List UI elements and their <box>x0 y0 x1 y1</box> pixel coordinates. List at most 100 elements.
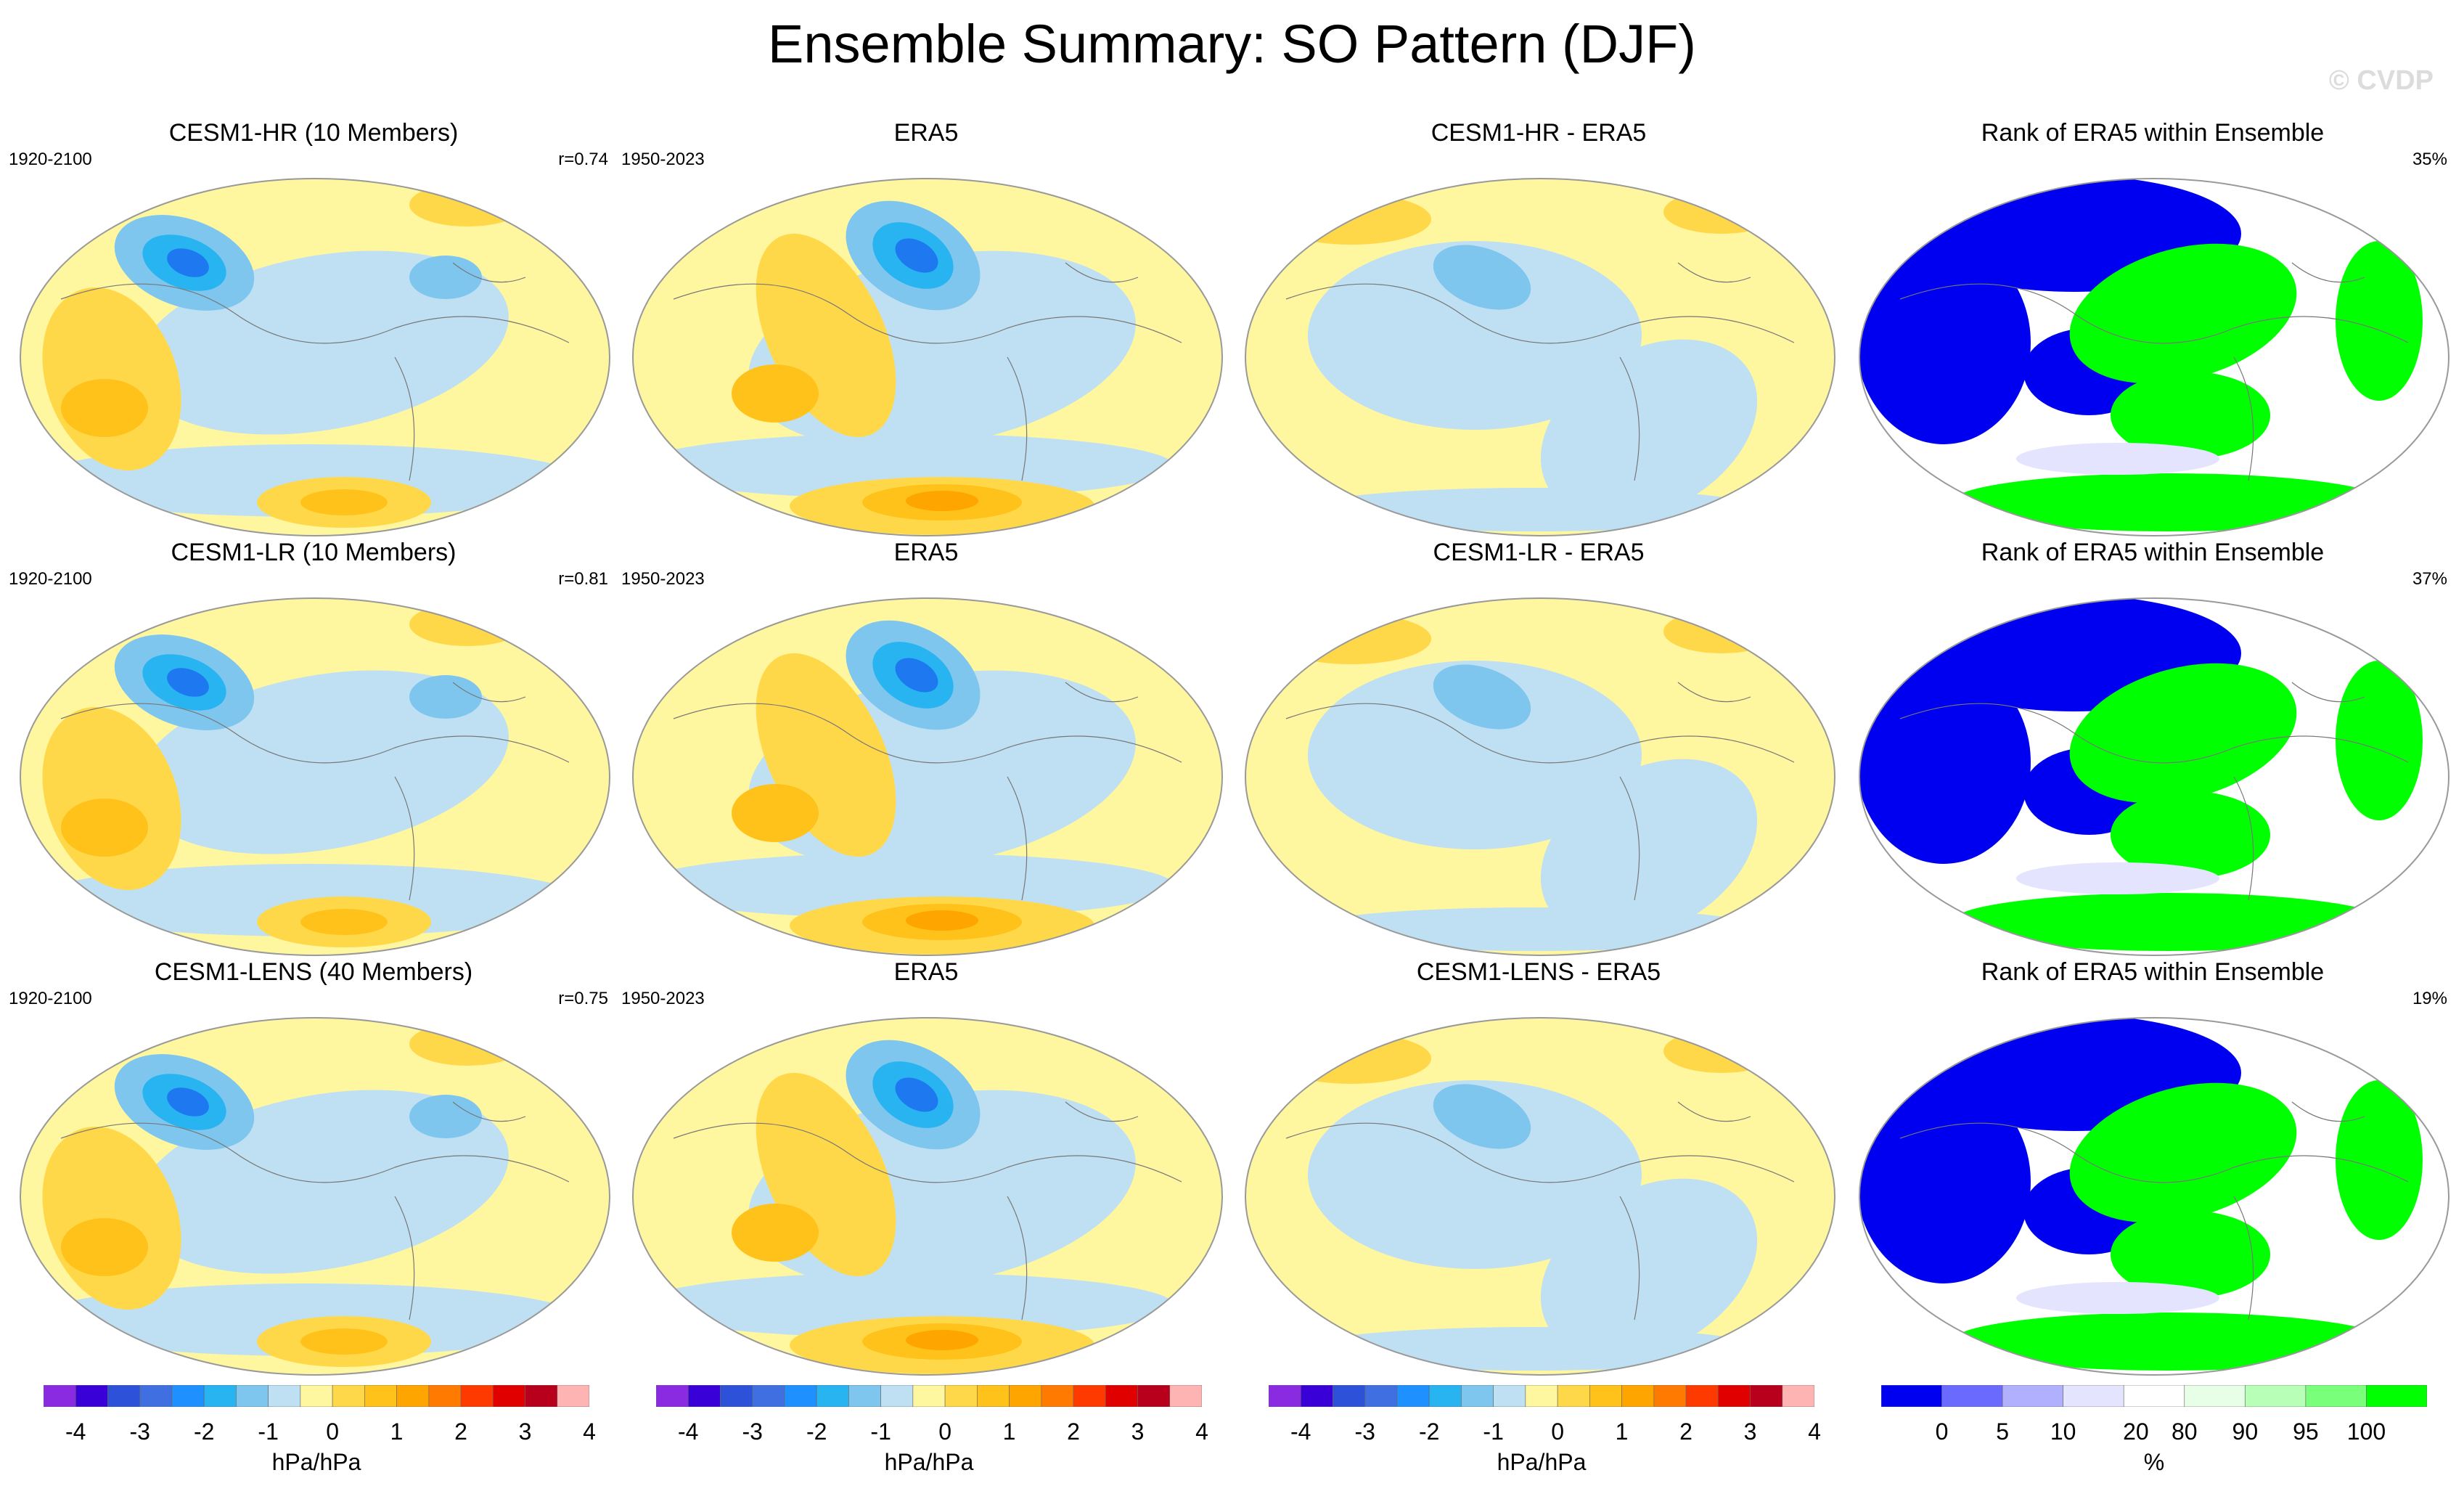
colorbar-tick-label: 100 <box>2346 1418 2386 1445</box>
panel-title: CESM1-HR - ERA5 <box>1430 119 1647 147</box>
rank-mid-band <box>2016 862 2219 894</box>
neg-anomaly-south <box>637 1273 1174 1338</box>
neg-anomaly-south <box>637 433 1174 499</box>
rank-mid-band <box>2016 443 2219 475</box>
pos-anomaly-arctic-2 <box>1663 610 1780 653</box>
colorbar-swatch <box>107 1384 141 1408</box>
rank-percent-label: 35% <box>2412 150 2447 169</box>
colorbar-tick-label: 80 <box>2171 1418 2198 1445</box>
rank-percent-label: 19% <box>2412 989 2447 1008</box>
colorbar-tick-label: 3 <box>518 1418 532 1445</box>
coastline-outline <box>1619 262 1751 481</box>
colorbar-swatch <box>1621 1384 1655 1408</box>
panel-title: ERA5 <box>893 119 959 147</box>
map-border <box>632 178 1223 536</box>
coastline-outline <box>394 1101 526 1320</box>
colorbar-swatch <box>1557 1384 1590 1408</box>
coastline-outline <box>1285 1122 1795 1183</box>
correlation-label: r=0.81 <box>558 569 608 589</box>
rank-high-east <box>2336 241 2423 401</box>
period-label: 1920-2100 <box>9 989 92 1008</box>
map-heatmap <box>1245 1017 1835 1376</box>
colorbar-swatch <box>848 1384 881 1408</box>
neg-anomaly-atlantic <box>409 256 482 299</box>
colorbar-swatch <box>300 1384 333 1408</box>
map-heatmap <box>632 178 1223 536</box>
colorbar-swatch <box>687 1384 721 1408</box>
colorbar-swatch <box>752 1384 785 1408</box>
map-panel: Rank of ERA5 within Ensemble 37% <box>1848 539 2457 956</box>
rank-high-south-pacific <box>2111 1211 2270 1298</box>
map-border <box>1245 597 1835 956</box>
colorbar-tick-label: 0 <box>326 1418 340 1445</box>
neg-anomaly-aleutian-center <box>167 668 209 697</box>
colorbar-unit: hPa/hPa <box>271 1449 361 1475</box>
colorbar-swatch <box>1685 1384 1719 1408</box>
colorbar-tick-label: 95 <box>2293 1418 2319 1445</box>
coastline-outline <box>1285 283 1795 344</box>
colorbar-swatch <box>460 1384 494 1408</box>
map-heatmap <box>20 1017 610 1376</box>
colorbar-unit: hPa/hPa <box>1497 1449 1587 1475</box>
colorbar-tick-label: -3 <box>742 1418 763 1445</box>
map-field <box>633 179 1222 536</box>
map-heatmap <box>632 1017 1223 1376</box>
page-title: Ensemble Summary: SO Pattern (DJF) <box>768 14 1696 74</box>
pos-anomaly-indo-core <box>732 364 819 422</box>
colorbar-swatch <box>332 1384 365 1408</box>
colorbar-swatch <box>1941 1384 2003 1408</box>
colorbar-tick-label: -2 <box>193 1418 215 1445</box>
colorbar-tick-label: -3 <box>129 1418 150 1445</box>
colorbar-tick-label: -1 <box>258 1418 279 1445</box>
correlation-label: r=0.74 <box>558 150 608 169</box>
colorbar-tick-label: 1 <box>390 1418 404 1445</box>
colorbar-swatch <box>171 1384 205 1408</box>
colorbar-swatches <box>655 1384 1203 1408</box>
coastline-outline <box>1007 1101 1139 1320</box>
colorbar-tick-label: -4 <box>65 1418 86 1445</box>
colorbar-swatch <box>977 1384 1010 1408</box>
colorbar-swatches <box>1880 1384 2428 1408</box>
pos-anomaly-indo-core <box>732 1204 819 1262</box>
rank-percent-label: 37% <box>2412 569 2447 589</box>
pos-anomaly-arctic-2 <box>1663 190 1780 234</box>
colorbar-swatch <box>1268 1384 1301 1408</box>
pos-anomaly-southern-core <box>300 489 388 515</box>
correlation-label: r=0.75 <box>558 989 608 1008</box>
colorbar-tick-label: 2 <box>1679 1418 1693 1445</box>
coastline-outline <box>2233 1101 2365 1320</box>
map-field <box>633 598 1222 955</box>
colorbar: 0 5 10 20 80 90 95 100% <box>1880 1384 2428 1479</box>
colorbar-tick-label: 4 <box>583 1418 596 1445</box>
colorbar-swatch <box>655 1384 689 1408</box>
colorbar-swatch <box>268 1384 301 1408</box>
map-panel: CESM1-LENS (40 Members) 1920-2100 r=0.75 <box>9 958 618 1376</box>
coastline-outline <box>673 1122 1182 1183</box>
colorbar-swatch <box>1782 1384 1815 1408</box>
pos-anomaly-indo-core <box>61 379 148 437</box>
map-panel: CESM1-LENS - ERA5 <box>1234 958 1843 1376</box>
map-field <box>20 179 610 536</box>
colorbar: -4 -3 -2 -1 0 1 2 3 4 hPa/hPa <box>1268 1384 1821 1479</box>
coastline-outline <box>394 262 526 481</box>
panel-title: CESM1-LENS (40 Members) <box>154 958 473 986</box>
coastline-outline <box>1899 283 2409 344</box>
rank-high-asia <box>2069 1082 2297 1223</box>
panel-title: CESM1-HR (10 Members) <box>168 119 459 147</box>
colorbar-tick-labels: -4 -3 -2 -1 0 1 2 3 4 <box>44 1418 596 1448</box>
map-border <box>632 597 1223 956</box>
map-field <box>1859 179 2449 536</box>
map-panel: ERA5 1950-2023 <box>621 119 1231 536</box>
map-field <box>1859 1018 2449 1375</box>
coastline-outline <box>1285 703 1795 764</box>
colorbar-swatch <box>203 1384 237 1408</box>
neg-anomaly-core <box>1433 245 1531 310</box>
colorbar-swatch <box>1589 1384 1622 1408</box>
map-heatmap <box>20 178 610 536</box>
colorbar-tick-label: -3 <box>1354 1418 1375 1445</box>
colorbar-tick-label: 0 <box>938 1418 952 1445</box>
rank-high-southern <box>1951 473 2386 531</box>
map-field <box>20 598 610 955</box>
colorbar-swatch <box>75 1384 108 1408</box>
colorbar-swatch <box>2305 1384 2367 1408</box>
